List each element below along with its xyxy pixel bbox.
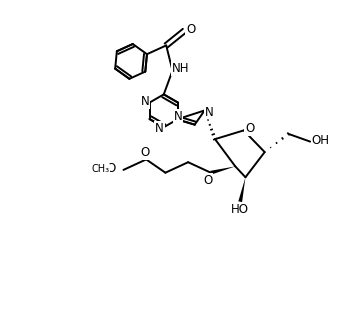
Text: OH: OH — [312, 134, 329, 147]
Text: N: N — [205, 106, 214, 119]
Polygon shape — [210, 166, 235, 175]
Polygon shape — [238, 177, 245, 202]
Text: O: O — [245, 122, 254, 135]
Text: O: O — [203, 174, 213, 187]
Text: NH: NH — [172, 62, 190, 75]
Text: HO: HO — [231, 203, 249, 216]
Text: N: N — [141, 95, 150, 108]
Text: N: N — [174, 110, 183, 123]
Text: O: O — [107, 162, 116, 175]
Text: N: N — [155, 122, 164, 135]
Text: O: O — [141, 146, 150, 159]
Text: CH₃: CH₃ — [92, 164, 110, 174]
Text: O: O — [186, 22, 195, 36]
